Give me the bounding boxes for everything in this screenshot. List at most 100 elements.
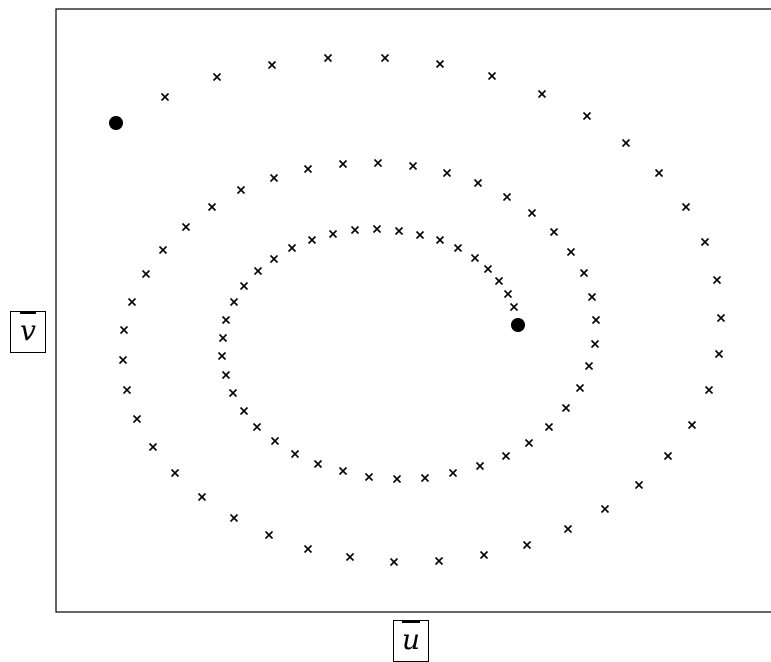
cross-marker [197,492,207,502]
cross-marker [372,224,382,234]
cross-marker [654,168,664,178]
cross-marker [181,222,191,232]
cross-marker [239,281,249,291]
cross-marker [217,351,227,361]
cross-marker [158,245,168,255]
cross-marker [287,243,297,253]
cross-marker [435,235,445,245]
cross-marker [303,164,313,174]
cross-marker [270,436,280,446]
cross-marker [527,208,537,218]
cross-marker [435,59,445,69]
cross-marker [501,451,511,461]
cross-marker [328,229,338,239]
cross-marker [307,235,317,245]
cross-marker [600,504,610,514]
cross-marker [704,385,714,395]
cross-marker [313,459,323,469]
cross-marker [590,339,600,349]
cross-marker [470,253,480,263]
cross-marker [566,247,576,257]
cross-marker [475,461,485,471]
cross-marker [290,449,300,459]
cross-marker [473,178,483,188]
cross-marker [700,237,710,247]
cross-marker [544,422,554,432]
cross-marker [634,480,644,490]
cross-marker [663,451,673,461]
cross-marker [487,71,497,81]
cross-marker [127,297,137,307]
cross-marker [323,53,333,63]
cross-marker [503,289,513,299]
cross-marker [252,422,262,432]
cross-marker [236,185,246,195]
cross-marker [494,276,504,286]
cross-marker [160,92,170,102]
cross-marker [415,230,425,240]
cross-marker [563,524,573,534]
cross-marker [239,406,249,416]
cross-marker [681,202,691,212]
cross-marker [509,302,519,312]
cross-marker [228,388,238,398]
cross-marker [714,349,724,359]
cross-marker [269,254,279,264]
cross-marker [148,442,158,452]
plot-frame [55,8,771,613]
cross-marker [229,513,239,523]
cross-marker [338,466,348,476]
cross-marker [479,550,489,560]
cross-marker [537,89,547,99]
cross-marker [170,468,180,478]
cross-marker [338,159,348,169]
cross-marker [448,468,458,478]
endpoint-marker [511,318,525,332]
cross-marker [712,275,722,285]
cross-marker [524,438,534,448]
cross-marker [716,313,726,323]
cross-marker [408,161,418,171]
cross-marker [442,168,452,178]
cross-marker [549,227,559,237]
cross-marker [434,556,444,566]
cross-marker [264,530,274,540]
cross-marker [207,202,217,212]
endpoint-marker [109,116,123,130]
cross-marker [122,385,132,395]
cross-marker [575,383,585,393]
x-axis-label: u [393,620,429,662]
cross-marker [221,315,231,325]
cross-marker [141,269,151,279]
cross-marker [303,544,313,554]
cross-marker [229,297,239,307]
cross-marker [394,226,404,236]
cross-marker [389,557,399,567]
cross-marker [502,192,512,202]
cross-marker [582,111,592,121]
cross-marker [591,315,601,325]
cross-marker [420,473,430,483]
cross-marker [269,173,279,183]
cross-marker [483,264,493,274]
cross-marker [132,414,142,424]
cross-marker [579,268,589,278]
y-axis-label: v [10,311,46,353]
cross-marker [267,60,277,70]
cross-marker [253,266,263,276]
cross-marker [380,53,390,63]
cross-marker [218,333,228,343]
cross-marker [118,355,128,365]
cross-marker [119,325,129,335]
cross-marker [392,474,402,484]
cross-marker [345,552,355,562]
cross-marker [453,243,463,253]
cross-marker [587,292,597,302]
cross-marker [221,370,231,380]
cross-marker [687,420,697,430]
cross-marker [212,72,222,82]
cross-marker [364,472,374,482]
cross-marker [561,403,571,413]
